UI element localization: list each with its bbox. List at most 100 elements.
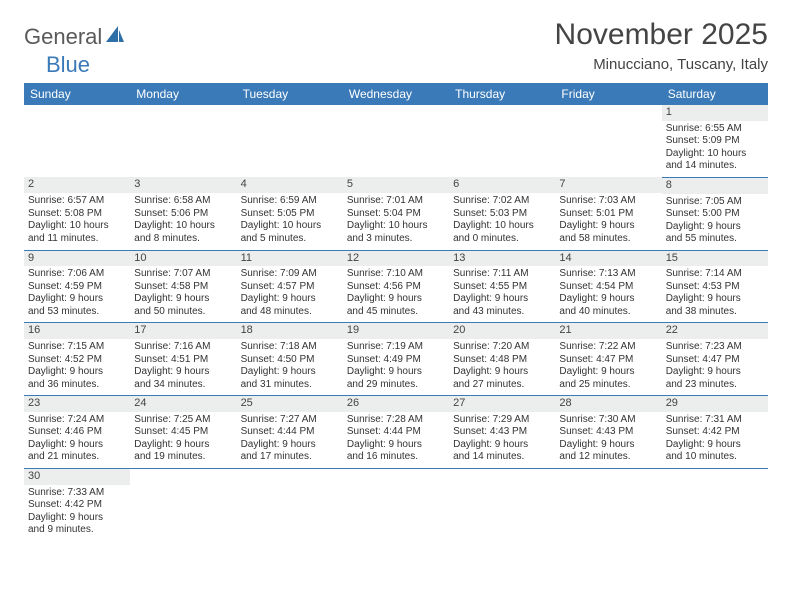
daylight-line: Daylight: 9 hours: [134, 366, 232, 379]
daylight-line: Daylight: 10 hours: [28, 220, 126, 233]
day-content: Sunrise: 7:20 AMSunset: 4:48 PMDaylight:…: [453, 341, 551, 391]
sunrise-line: Sunrise: 7:15 AM: [28, 341, 126, 354]
day-content: Sunrise: 7:31 AMSunset: 4:42 PMDaylight:…: [666, 414, 764, 464]
title-block: November 2025 Minucciano, Tuscany, Italy: [555, 18, 768, 73]
daylight-line: and 8 minutes.: [134, 233, 232, 246]
calendar-cell: 21Sunrise: 7:22 AMSunset: 4:47 PMDayligh…: [555, 323, 661, 396]
day-number: 15: [662, 251, 768, 267]
calendar-cell: 9Sunrise: 7:06 AMSunset: 4:59 PMDaylight…: [24, 250, 130, 323]
daylight-line: Daylight: 9 hours: [453, 439, 551, 452]
sunrise-line: Sunrise: 6:57 AM: [28, 195, 126, 208]
sunrise-line: Sunrise: 7:03 AM: [559, 195, 657, 208]
daylight-line: Daylight: 9 hours: [241, 366, 339, 379]
sunrise-line: Sunrise: 7:16 AM: [134, 341, 232, 354]
sunrise-line: Sunrise: 7:13 AM: [559, 268, 657, 281]
daylight-line: and 43 minutes.: [453, 306, 551, 319]
calendar-week: 9Sunrise: 7:06 AMSunset: 4:59 PMDaylight…: [24, 250, 768, 323]
sunrise-line: Sunrise: 6:59 AM: [241, 195, 339, 208]
day-number: 25: [237, 396, 343, 412]
sunset-line: Sunset: 4:59 PM: [28, 281, 126, 294]
sunset-line: Sunset: 4:58 PM: [134, 281, 232, 294]
calendar-cell: 6Sunrise: 7:02 AMSunset: 5:03 PMDaylight…: [449, 177, 555, 250]
day-content: Sunrise: 7:24 AMSunset: 4:46 PMDaylight:…: [28, 414, 126, 464]
daylight-line: and 3 minutes.: [347, 233, 445, 246]
day-number: 24: [130, 396, 236, 412]
calendar-cell: 30Sunrise: 7:33 AMSunset: 4:42 PMDayligh…: [24, 468, 130, 540]
daylight-line: and 23 minutes.: [666, 379, 764, 392]
day-number: 6: [449, 177, 555, 193]
calendar-cell: 5Sunrise: 7:01 AMSunset: 5:04 PMDaylight…: [343, 177, 449, 250]
daylight-line: and 38 minutes.: [666, 306, 764, 319]
daylight-line: and 17 minutes.: [241, 451, 339, 464]
sunrise-line: Sunrise: 7:30 AM: [559, 414, 657, 427]
day-content: Sunrise: 7:15 AMSunset: 4:52 PMDaylight:…: [28, 341, 126, 391]
sunrise-line: Sunrise: 7:27 AM: [241, 414, 339, 427]
day-number: 22: [662, 323, 768, 339]
day-content: Sunrise: 7:10 AMSunset: 4:56 PMDaylight:…: [347, 268, 445, 318]
day-number: 19: [343, 323, 449, 339]
sunrise-line: Sunrise: 7:14 AM: [666, 268, 764, 281]
sunset-line: Sunset: 5:06 PM: [134, 208, 232, 221]
daylight-line: and 29 minutes.: [347, 379, 445, 392]
day-content: Sunrise: 6:57 AMSunset: 5:08 PMDaylight:…: [28, 195, 126, 245]
sunset-line: Sunset: 4:42 PM: [666, 426, 764, 439]
sunset-line: Sunset: 5:08 PM: [28, 208, 126, 221]
sunrise-line: Sunrise: 7:07 AM: [134, 268, 232, 281]
month-title: November 2025: [555, 18, 768, 52]
day-header: Thursday: [449, 83, 555, 105]
daylight-line: Daylight: 9 hours: [347, 439, 445, 452]
daylight-line: Daylight: 9 hours: [559, 220, 657, 233]
calendar-cell: [555, 105, 661, 177]
calendar-cell: 14Sunrise: 7:13 AMSunset: 4:54 PMDayligh…: [555, 250, 661, 323]
sunrise-line: Sunrise: 7:02 AM: [453, 195, 551, 208]
calendar-cell: [130, 105, 236, 177]
daylight-line: and 58 minutes.: [559, 233, 657, 246]
daylight-line: Daylight: 9 hours: [559, 439, 657, 452]
day-number: 17: [130, 323, 236, 339]
daylight-line: and 40 minutes.: [559, 306, 657, 319]
day-content: Sunrise: 6:58 AMSunset: 5:06 PMDaylight:…: [134, 195, 232, 245]
sunset-line: Sunset: 4:57 PM: [241, 281, 339, 294]
calendar-cell: [449, 468, 555, 540]
daylight-line: Daylight: 10 hours: [666, 148, 764, 161]
day-number: 3: [130, 177, 236, 193]
sunrise-line: Sunrise: 7:11 AM: [453, 268, 551, 281]
sunset-line: Sunset: 5:01 PM: [559, 208, 657, 221]
daylight-line: and 21 minutes.: [28, 451, 126, 464]
daylight-line: and 53 minutes.: [28, 306, 126, 319]
daylight-line: Daylight: 9 hours: [28, 439, 126, 452]
day-content: Sunrise: 6:55 AMSunset: 5:09 PMDaylight:…: [666, 123, 764, 173]
sunset-line: Sunset: 4:48 PM: [453, 354, 551, 367]
day-content: Sunrise: 7:28 AMSunset: 4:44 PMDaylight:…: [347, 414, 445, 464]
sunrise-line: Sunrise: 7:29 AM: [453, 414, 551, 427]
daylight-line: Daylight: 10 hours: [241, 220, 339, 233]
calendar-cell: 2Sunrise: 6:57 AMSunset: 5:08 PMDaylight…: [24, 177, 130, 250]
daylight-line: Daylight: 9 hours: [453, 293, 551, 306]
day-number: 18: [237, 323, 343, 339]
calendar-cell: 8Sunrise: 7:05 AMSunset: 5:00 PMDaylight…: [662, 177, 768, 250]
calendar-cell: 4Sunrise: 6:59 AMSunset: 5:05 PMDaylight…: [237, 177, 343, 250]
calendar-cell: 11Sunrise: 7:09 AMSunset: 4:57 PMDayligh…: [237, 250, 343, 323]
daylight-line: and 16 minutes.: [347, 451, 445, 464]
daylight-line: and 27 minutes.: [453, 379, 551, 392]
calendar-week: 2Sunrise: 6:57 AMSunset: 5:08 PMDaylight…: [24, 177, 768, 250]
location: Minucciano, Tuscany, Italy: [555, 56, 768, 73]
calendar-week: 16 Sunrise: 7:15 AMSunset: 4:52 PMDayligh…: [24, 323, 768, 396]
day-number: 11: [237, 251, 343, 267]
sunrise-line: Sunrise: 6:58 AM: [134, 195, 232, 208]
daylight-line: and 12 minutes.: [559, 451, 657, 464]
day-number: 16: [24, 323, 130, 339]
day-number: 20: [449, 323, 555, 339]
calendar-cell: [555, 468, 661, 540]
calendar-cell: 3 Sunrise: 6:58 AMSunset: 5:06 PMDaylight…: [130, 177, 236, 250]
day-number: 7: [555, 177, 661, 193]
daylight-line: and 0 minutes.: [453, 233, 551, 246]
day-number: 9: [24, 251, 130, 267]
calendar-week: 23Sunrise: 7:24 AMSunset: 4:46 PMDayligh…: [24, 396, 768, 469]
sunrise-line: Sunrise: 7:10 AM: [347, 268, 445, 281]
daylight-line: Daylight: 9 hours: [347, 293, 445, 306]
day-content: Sunrise: 7:13 AMSunset: 4:54 PMDaylight:…: [559, 268, 657, 318]
sunrise-line: Sunrise: 7:01 AM: [347, 195, 445, 208]
calendar-cell: 20 Sunrise: 7:20 AMSunset: 4:48 PMDayligh…: [449, 323, 555, 396]
calendar-cell: [662, 468, 768, 540]
